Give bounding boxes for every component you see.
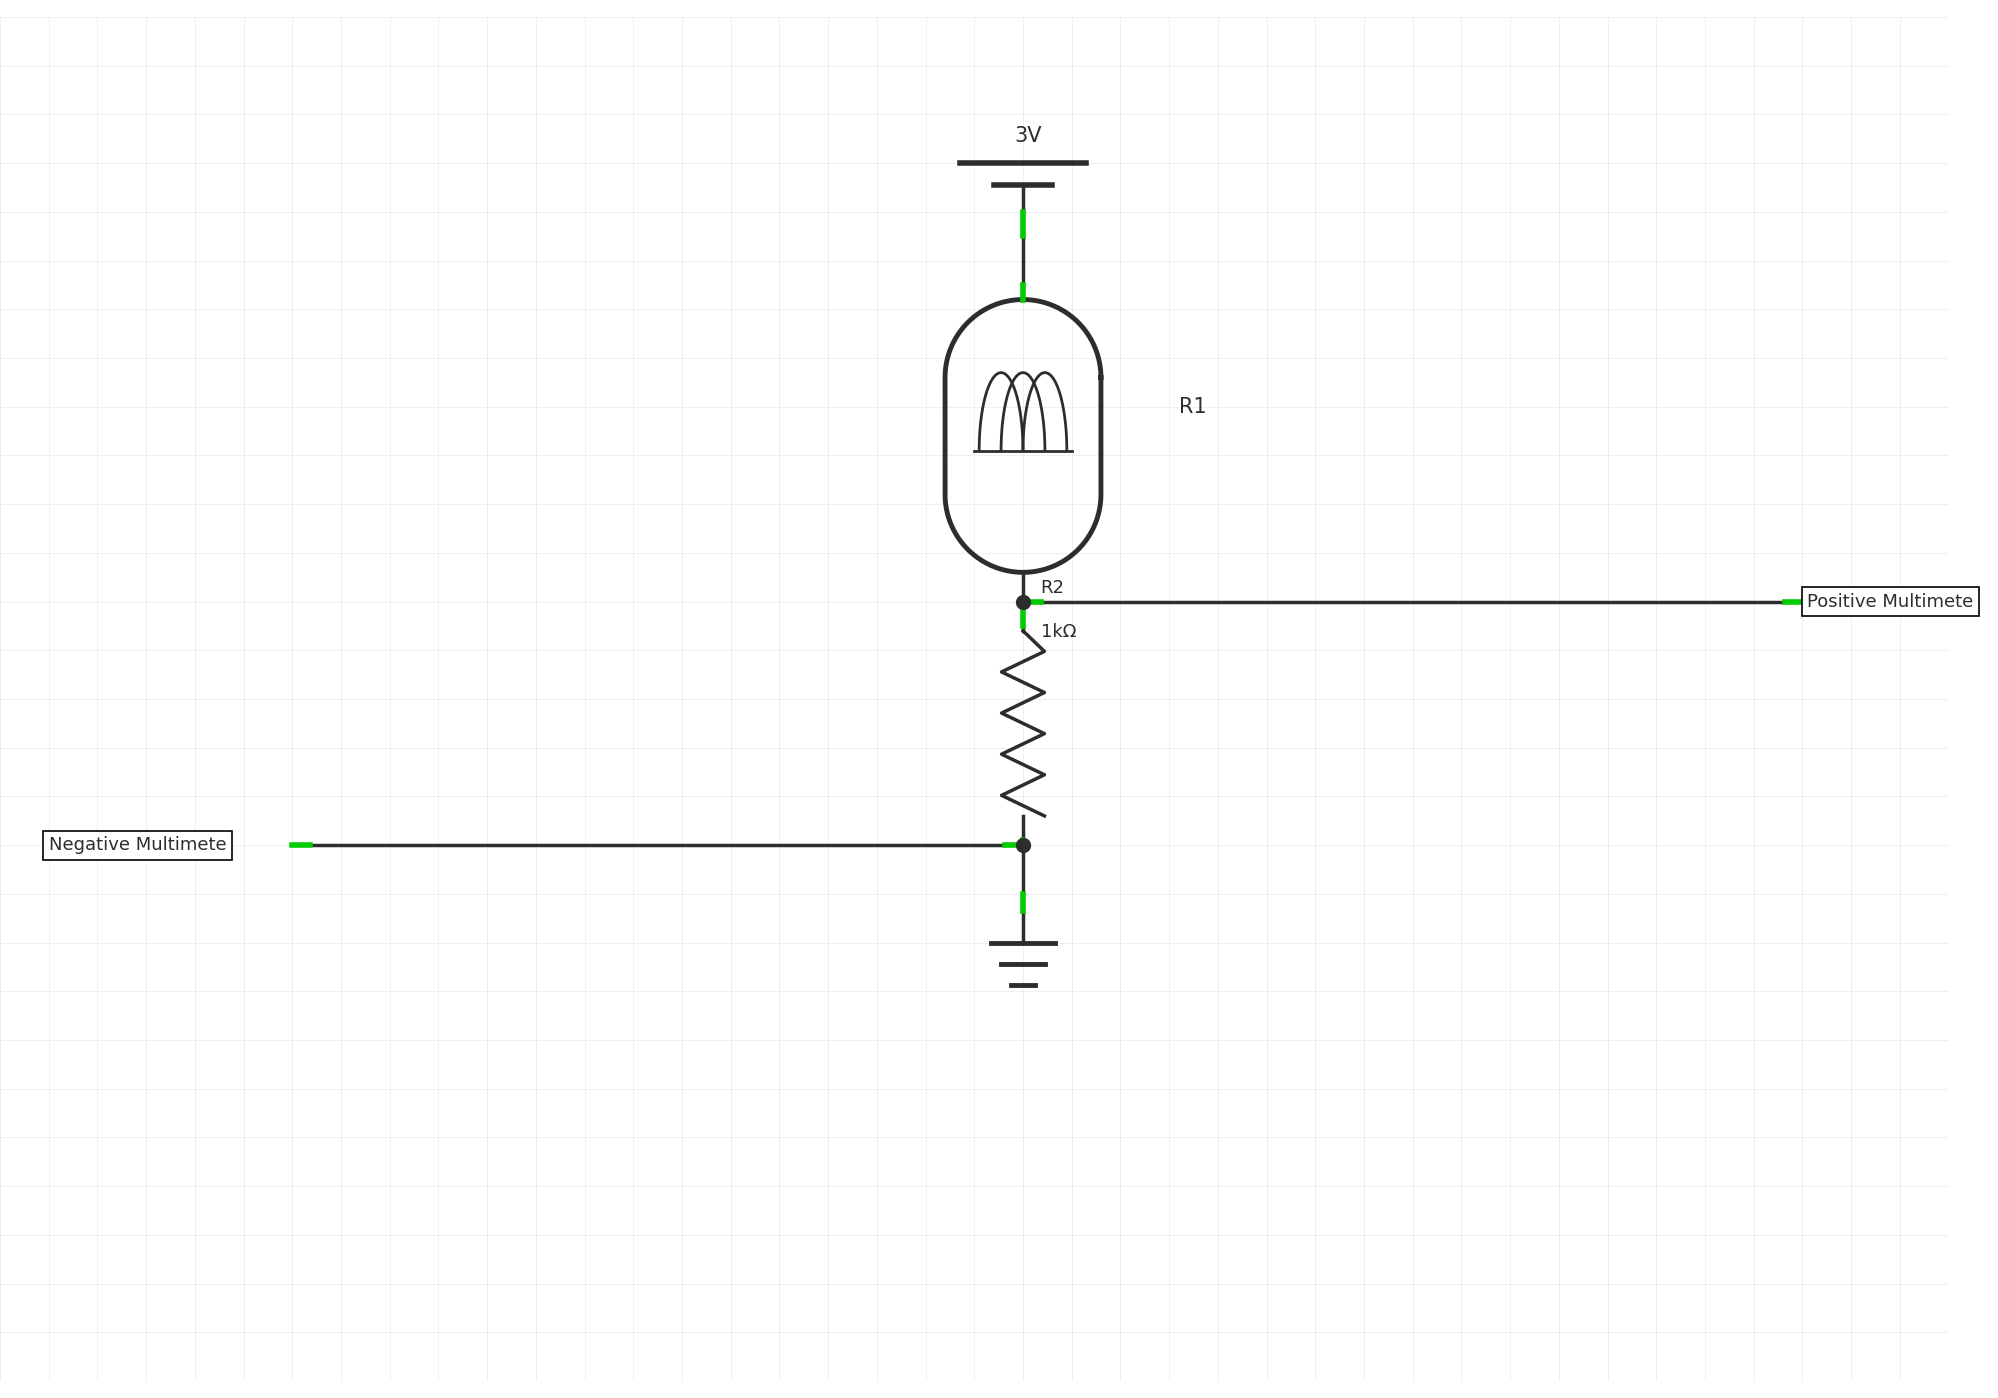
Text: Positive Multimete: Positive Multimete bbox=[1808, 593, 1974, 611]
Text: R2: R2 bbox=[1041, 579, 1065, 597]
Text: R1: R1 bbox=[1179, 397, 1207, 417]
Text: Negative Multimete: Negative Multimete bbox=[48, 836, 226, 854]
Text: 1kΩ: 1kΩ bbox=[1041, 624, 1075, 642]
Text: 3V: 3V bbox=[1015, 126, 1041, 145]
